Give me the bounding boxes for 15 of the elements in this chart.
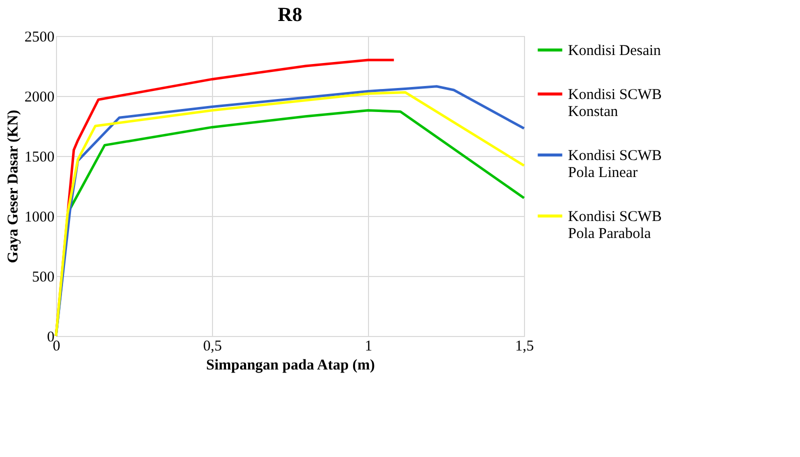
y-axis-title: Gaya Geser Dasar (KN) [6,110,22,264]
y-tick-label: 2500 [24,30,54,46]
legend-label: Kondisi SCWB Konstan [568,87,662,120]
chart-title: R8 [278,4,302,26]
y-tick-label: 2000 [24,90,54,106]
legend-label: Kondisi Desain [568,43,662,59]
x-axis-title: Simpangan pada Atap (m) [206,358,375,374]
x-tick-label: 1,5 [515,338,534,354]
legend-label: Kondisi SCWB Pola Linear [568,148,662,181]
x-tick-label: 1 [364,338,372,354]
y-tick-label: 500 [32,270,54,286]
y-tick-label: 1000 [24,210,54,226]
legend-label: Kondisi SCWB Pola Parabola [568,209,662,242]
y-tick-label: 1500 [24,150,54,166]
x-tick-label: 0,5 [203,338,222,354]
